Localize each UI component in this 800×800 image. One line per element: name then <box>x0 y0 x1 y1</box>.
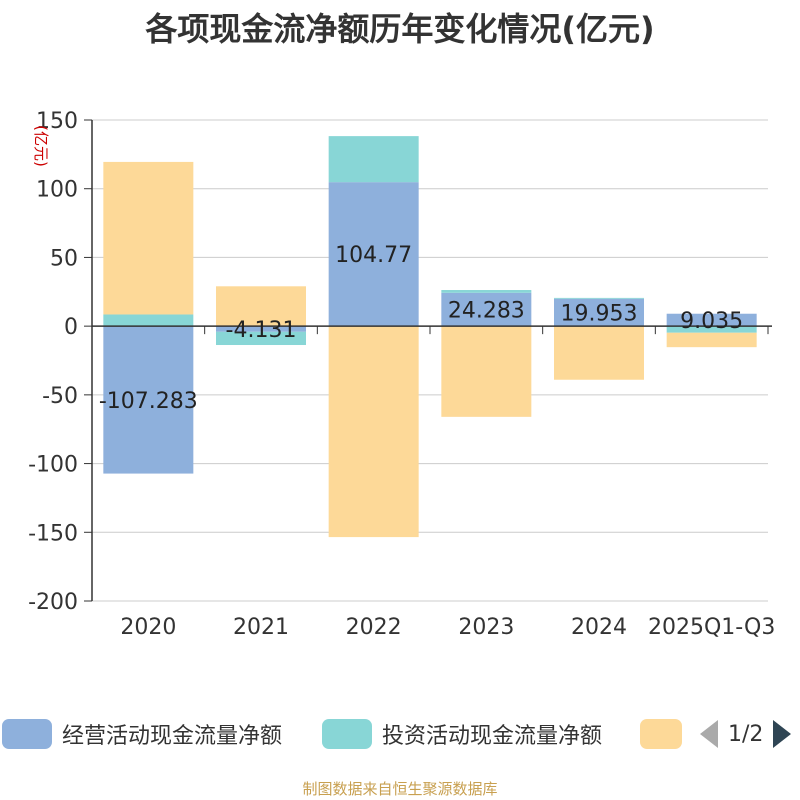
bar-2-3 <box>441 326 532 417</box>
legend-swatch-investing <box>322 719 372 749</box>
x-tick-label: 2025Q1-Q3 <box>648 615 775 640</box>
axes: 150 100 50 0 -50 -100 -150 -200 2020 2021 2022 2023… <box>28 109 775 640</box>
bar-1-1 <box>216 331 306 346</box>
y-tick-label: -100 <box>28 453 78 478</box>
legend-item-investing[interactable]: 投资活动现金流量净额 <box>322 718 602 750</box>
data-label: 9.035 <box>680 309 743 334</box>
bar-2-2 <box>328 326 419 538</box>
y-tick-label: -200 <box>28 590 78 615</box>
data-label: -4.131 <box>226 318 297 343</box>
bar-2-5 <box>666 332 757 348</box>
data-source-note: 制图数据来自恒生聚源数据库 <box>302 780 498 798</box>
data-label: -107.283 <box>99 389 198 414</box>
grid-lines <box>92 119 768 602</box>
bar-1-4 <box>554 297 644 299</box>
y-tick-label: 100 <box>36 178 78 203</box>
bars <box>103 136 757 538</box>
data-label: 104.77 <box>335 243 412 268</box>
bar-1-0 <box>103 314 194 327</box>
data-label: 24.283 <box>448 298 525 323</box>
legend-label-investing: 投资活动现金流量净额 <box>382 724 603 749</box>
bar-0-1 <box>216 326 306 332</box>
prev-page-icon[interactable] <box>700 720 718 748</box>
bar-1-3 <box>441 290 532 293</box>
bar-2-0 <box>103 161 194 315</box>
legend-page-indicator: 1/2 <box>728 721 764 747</box>
y-tick-label: -150 <box>28 521 78 546</box>
legend-item-operating[interactable]: 经营活动现金流量净额 <box>2 718 282 750</box>
y-tick-label: 50 <box>50 246 78 271</box>
bar-0-0 <box>103 326 194 474</box>
data-labels: -107.283 -4.131 104.77 24.283 19.953 9.035 <box>99 243 743 414</box>
bar-2-4 <box>554 326 644 380</box>
x-tick-label: 2023 <box>458 615 514 640</box>
bar-1-5 <box>666 326 757 333</box>
x-tick-label: 2024 <box>571 615 627 640</box>
chart-title: 各项现金流净额历年变化情况(亿元) <box>145 10 655 48</box>
legend-swatch-operating <box>2 719 52 749</box>
bar-2-1 <box>216 286 306 327</box>
x-tick-label: 2020 <box>120 615 176 640</box>
y-tick-label: -50 <box>42 384 78 409</box>
bar-chart: 150 100 50 0 -50 -100 -150 -200 2020 2021 2022 2023… <box>28 109 775 640</box>
next-page-icon[interactable] <box>773 720 792 748</box>
bar-1-2 <box>328 136 419 183</box>
bar-0-5 <box>666 313 757 327</box>
x-tick-label: 2021 <box>233 615 289 640</box>
bar-0-3 <box>441 292 532 327</box>
data-label: 19.953 <box>561 301 638 326</box>
bar-0-4 <box>554 298 644 327</box>
y-tick-label: 0 <box>64 315 78 340</box>
x-tick-label: 2022 <box>346 615 402 640</box>
y-tick-label: 150 <box>36 109 78 134</box>
y-axis-unit-label: (亿元) <box>32 125 50 167</box>
legend-label-operating: 经营活动现金流量净额 <box>62 724 283 749</box>
legend-swatch-financing <box>640 719 682 749</box>
bar-0-2 <box>328 182 419 327</box>
legend: 经营活动现金流量净额 投资活动现金流量净额 1/2 <box>0 712 800 756</box>
legend-item-financing[interactable] <box>640 718 682 750</box>
legend-pager: 1/2 <box>700 716 792 752</box>
